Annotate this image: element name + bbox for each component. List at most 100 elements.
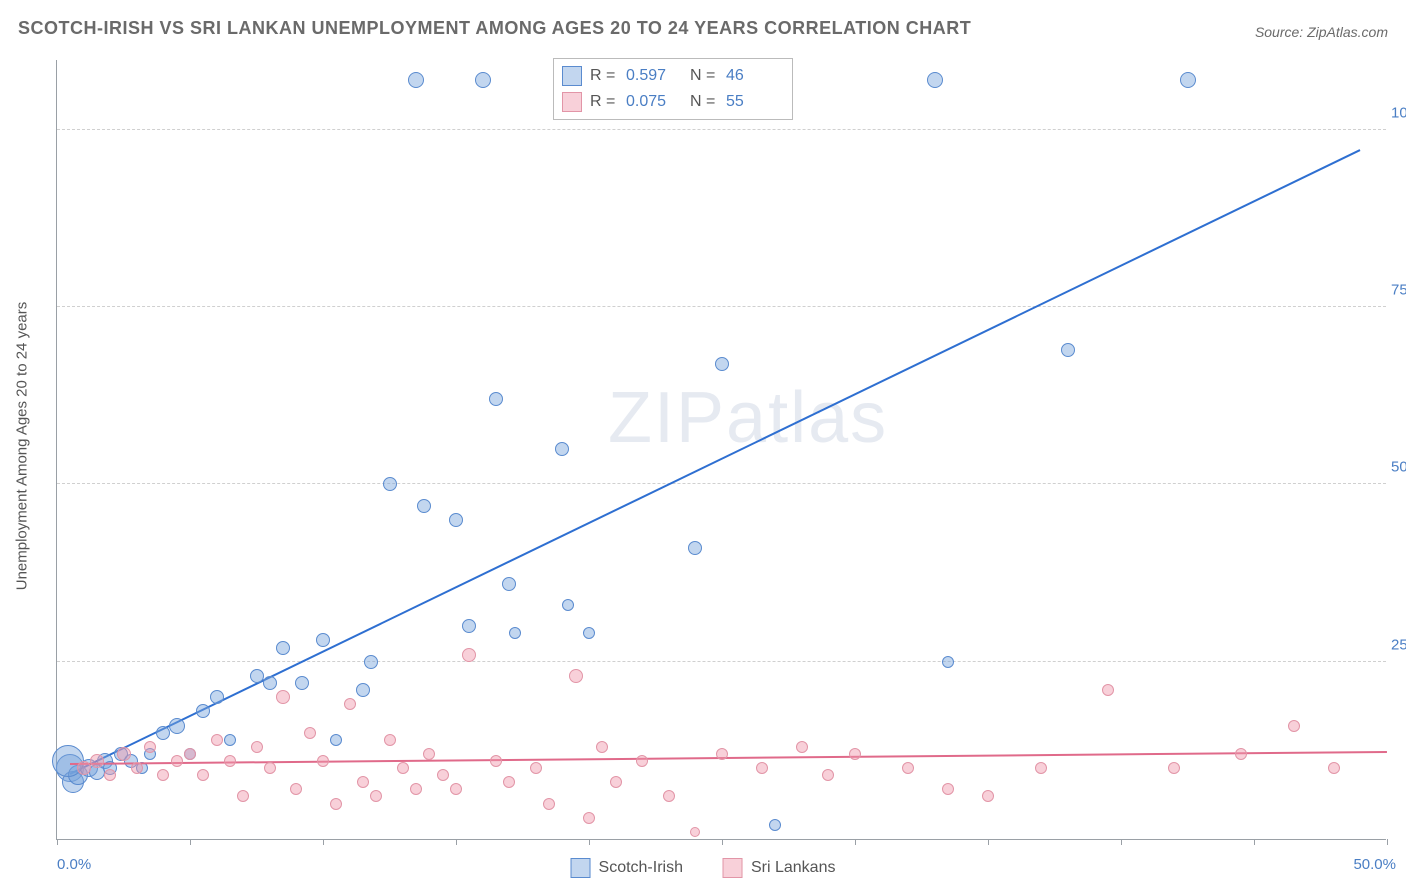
data-point bbox=[196, 704, 210, 718]
data-point bbox=[370, 790, 382, 802]
y-axis-label: Unemployment Among Ages 20 to 24 years bbox=[14, 302, 31, 591]
data-point bbox=[397, 762, 409, 774]
data-point bbox=[304, 727, 316, 739]
data-point bbox=[503, 776, 515, 788]
data-point bbox=[610, 776, 622, 788]
legend-r-value: 0.597 bbox=[626, 67, 682, 85]
stats-legend-row: R = 0.597 N = 46 bbox=[562, 63, 782, 89]
x-tick-label: 50.0% bbox=[1353, 856, 1396, 873]
data-point bbox=[756, 762, 768, 774]
legend-swatch-icon bbox=[571, 858, 591, 878]
data-point bbox=[942, 656, 954, 668]
data-point bbox=[796, 741, 808, 753]
data-point bbox=[330, 798, 342, 810]
data-point bbox=[1235, 748, 1247, 760]
data-point bbox=[330, 734, 342, 746]
chart-title: SCOTCH-IRISH VS SRI LANKAN UNEMPLOYMENT … bbox=[18, 18, 971, 39]
data-point bbox=[171, 755, 183, 767]
data-point bbox=[317, 755, 329, 767]
legend-swatch-icon bbox=[723, 858, 743, 878]
x-tick-mark bbox=[190, 839, 191, 845]
gridline bbox=[57, 306, 1386, 307]
gridline bbox=[57, 129, 1386, 130]
data-point bbox=[849, 748, 861, 760]
data-point bbox=[263, 676, 277, 690]
data-point bbox=[364, 655, 378, 669]
data-point bbox=[144, 741, 156, 753]
data-point bbox=[927, 72, 943, 88]
data-point bbox=[90, 754, 104, 768]
series-name: Scotch-Irish bbox=[599, 859, 683, 877]
x-tick-mark bbox=[57, 839, 58, 845]
data-point bbox=[1061, 343, 1075, 357]
x-tick-mark bbox=[722, 839, 723, 845]
y-tick-label: 25.0% bbox=[1391, 636, 1406, 653]
data-point bbox=[169, 718, 185, 734]
x-tick-mark bbox=[988, 839, 989, 845]
data-point bbox=[450, 783, 462, 795]
data-point bbox=[250, 669, 264, 683]
gridline bbox=[57, 483, 1386, 484]
data-point bbox=[490, 755, 502, 767]
legend-n-value: 46 bbox=[726, 67, 782, 85]
data-point bbox=[489, 392, 503, 406]
plot-area: ZIPatlas 25.0%50.0%75.0%100.0%0.0%50.0% bbox=[56, 60, 1386, 840]
x-tick-mark bbox=[855, 839, 856, 845]
data-point bbox=[384, 734, 396, 746]
data-point bbox=[596, 741, 608, 753]
legend-r-label: R = bbox=[590, 67, 618, 85]
data-point bbox=[562, 599, 574, 611]
data-point bbox=[543, 798, 555, 810]
data-point bbox=[475, 72, 491, 88]
y-tick-label: 75.0% bbox=[1391, 282, 1406, 299]
legend-n-value: 55 bbox=[726, 93, 782, 111]
stats-legend: R = 0.597 N = 46 R = 0.075 N = 55 bbox=[553, 58, 793, 120]
data-point bbox=[437, 769, 449, 781]
data-point bbox=[210, 690, 224, 704]
data-point bbox=[716, 748, 728, 760]
data-point bbox=[224, 755, 236, 767]
x-tick-mark bbox=[589, 839, 590, 845]
data-point bbox=[357, 776, 369, 788]
data-point bbox=[356, 683, 370, 697]
data-point bbox=[410, 783, 422, 795]
x-tick-mark bbox=[1121, 839, 1122, 845]
x-tick-mark bbox=[1254, 839, 1255, 845]
data-point bbox=[555, 442, 569, 456]
data-point bbox=[569, 669, 583, 683]
data-point bbox=[663, 790, 675, 802]
series-legend-item: Scotch-Irish bbox=[571, 858, 683, 878]
data-point bbox=[417, 499, 431, 513]
legend-r-label: R = bbox=[590, 93, 618, 111]
series-legend-item: Sri Lankans bbox=[723, 858, 836, 878]
data-point bbox=[264, 762, 276, 774]
series-name: Sri Lankans bbox=[751, 859, 836, 877]
gridline bbox=[57, 661, 1386, 662]
data-point bbox=[157, 769, 169, 781]
data-point bbox=[276, 690, 290, 704]
x-tick-mark bbox=[456, 839, 457, 845]
legend-n-label: N = bbox=[690, 93, 718, 111]
data-point bbox=[211, 734, 223, 746]
data-point bbox=[583, 812, 595, 824]
data-point bbox=[184, 748, 196, 760]
data-point bbox=[295, 676, 309, 690]
data-point bbox=[1168, 762, 1180, 774]
data-point bbox=[290, 783, 302, 795]
data-point bbox=[690, 827, 700, 837]
data-point bbox=[237, 790, 249, 802]
x-tick-label: 0.0% bbox=[57, 856, 91, 873]
series-legend: Scotch-Irish Sri Lankans bbox=[571, 858, 836, 878]
data-point bbox=[942, 783, 954, 795]
data-point bbox=[77, 761, 91, 775]
x-tick-mark bbox=[323, 839, 324, 845]
data-point bbox=[902, 762, 914, 774]
data-point bbox=[715, 357, 729, 371]
stats-legend-row: R = 0.075 N = 55 bbox=[562, 89, 782, 115]
data-point bbox=[462, 648, 476, 662]
data-point bbox=[1328, 762, 1340, 774]
y-tick-label: 50.0% bbox=[1391, 459, 1406, 476]
data-point bbox=[636, 755, 648, 767]
data-point bbox=[530, 762, 542, 774]
data-point bbox=[822, 769, 834, 781]
